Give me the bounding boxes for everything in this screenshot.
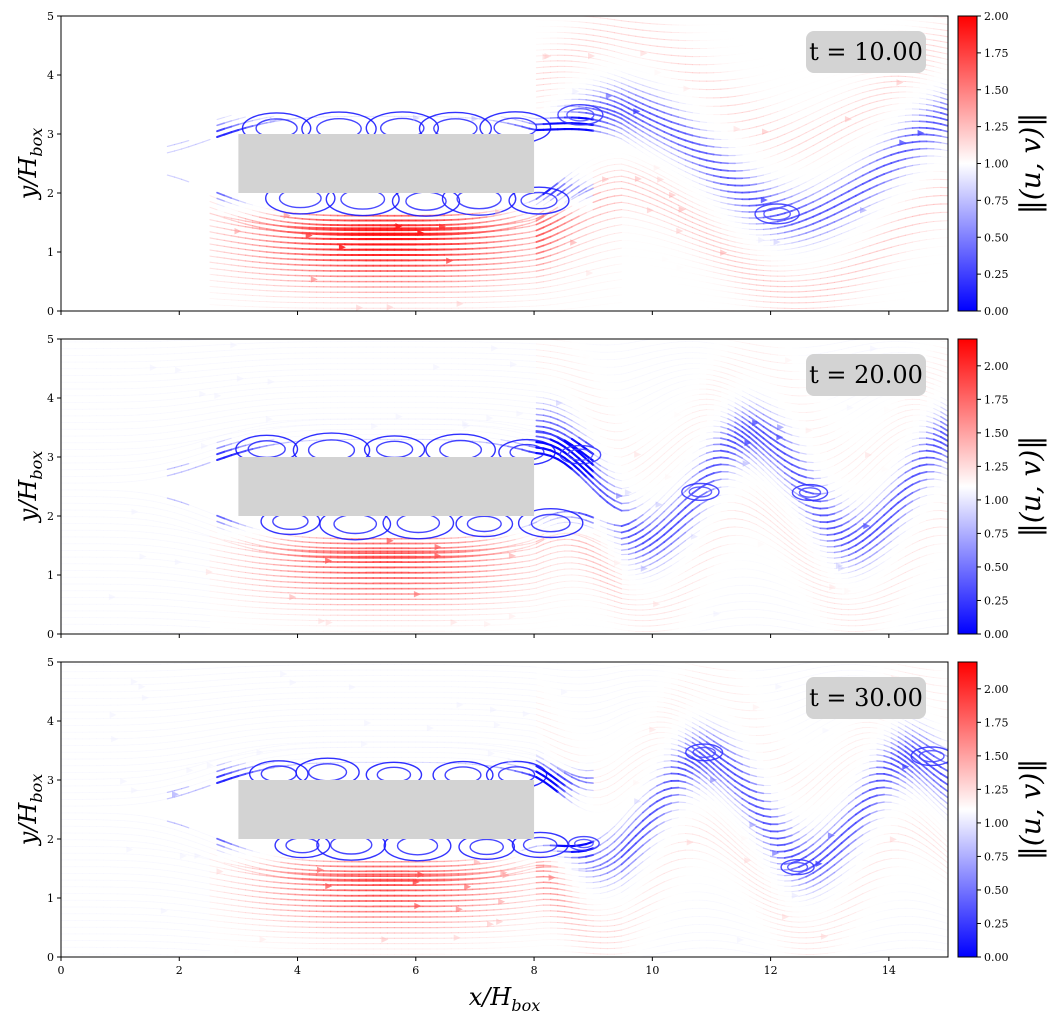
y-axis-label: y/Hbox xyxy=(14,451,46,523)
colorbar-tick-label: 0.50 xyxy=(984,561,1009,574)
x-tick-label: 2 xyxy=(176,964,183,977)
y-tick-label: 5 xyxy=(47,333,54,346)
colorbar-tick-label: 1.75 xyxy=(984,47,1009,60)
x-tick-label: 10 xyxy=(645,964,659,977)
x-tick-label: 14 xyxy=(882,964,896,977)
y-tick-label: 2 xyxy=(47,187,54,200)
colorbar-label: ‖(u, v)‖ xyxy=(1014,436,1047,538)
obstacle-box xyxy=(238,780,535,839)
y-tick-label: 1 xyxy=(47,892,54,905)
axes-frame xyxy=(60,15,949,312)
colorbar-label: ‖(u, v)‖ xyxy=(1014,113,1047,215)
colorbar-tick-label: 1.75 xyxy=(984,393,1009,406)
colorbar-tick-label: 0.25 xyxy=(984,268,1009,281)
colorbar-tick-label: 2.00 xyxy=(984,683,1009,696)
colorbar-tick-label: 0.75 xyxy=(984,527,1009,540)
colorbar-tick-label: 0.00 xyxy=(984,305,1009,318)
flow-arrows xyxy=(109,670,910,955)
y-axis-label: y/Hbox xyxy=(14,774,46,846)
colorbar-tick-label: 1.50 xyxy=(984,84,1009,97)
flow-arrows xyxy=(112,25,925,311)
colorbar: 0.00 0.25 0.50 0.75 1.00 1.25 1.50 1.75 2.00 ‖(u,… xyxy=(957,10,1047,318)
colorbar-gradient xyxy=(957,661,978,958)
obstacle-box xyxy=(238,134,535,193)
y-tick-label: 3 xyxy=(47,774,54,787)
streamlines xyxy=(61,339,948,634)
y-tick-label: 4 xyxy=(47,69,54,82)
axes-frame xyxy=(60,338,949,635)
colorbar-tick-label: 0.50 xyxy=(984,231,1009,244)
colorbar-tick-label: 0.00 xyxy=(984,951,1009,964)
time-label-box xyxy=(806,354,926,396)
time-label: t = 30.00 xyxy=(809,684,923,712)
y-tick-label: 1 xyxy=(47,569,54,582)
y-tick-label: 5 xyxy=(47,656,54,669)
axes-frame xyxy=(60,661,949,958)
x-tick-label: 12 xyxy=(764,964,778,977)
y-tick-label: 0 xyxy=(47,305,54,318)
colorbar: 0.00 0.25 0.50 0.75 1.00 1.25 1.50 1.75 2.00 ‖(u,… xyxy=(957,338,1047,641)
colorbar-tick-label: 1.00 xyxy=(984,158,1009,171)
colorbar-tick-label: 1.50 xyxy=(984,750,1009,763)
y-tick-label: 4 xyxy=(47,392,54,405)
time-label: t = 20.00 xyxy=(809,361,923,389)
colorbar-tick-label: 1.00 xyxy=(984,817,1009,830)
colorbar-tick-label: 2.00 xyxy=(984,360,1009,373)
y-tick-label: 3 xyxy=(47,451,54,464)
colorbar-tick-label: 1.25 xyxy=(984,783,1009,796)
colorbar-tick-label: 1.25 xyxy=(984,121,1009,134)
colorbar-tick-label: 1.25 xyxy=(984,460,1009,473)
colorbar-tick-label: 0.25 xyxy=(984,917,1009,930)
streamlines xyxy=(61,16,948,311)
x-tick-label: 8 xyxy=(531,964,538,977)
colorbar-tick-label: 1.50 xyxy=(984,427,1009,440)
x-tick-label: 6 xyxy=(412,964,419,977)
y-axis-label: y/Hbox xyxy=(14,128,46,200)
y-tick-label: 2 xyxy=(47,510,54,523)
panel-1: 0 1 2 3 4 5 y/Hbox t = 10.00 0.00 0.25 0.50 0.75 1.0… xyxy=(14,10,1047,318)
x-axis-label: x/Hbox xyxy=(469,983,540,1015)
y-tick-label: 1 xyxy=(47,246,54,259)
colorbar-tick-label: 0.75 xyxy=(984,850,1009,863)
y-tick-label: 4 xyxy=(47,715,54,728)
colorbar-tick-label: 0.50 xyxy=(984,884,1009,897)
colorbar-gradient xyxy=(957,15,978,312)
colorbar-tick-label: 0.25 xyxy=(984,594,1009,607)
colorbar-label: ‖(u, v)‖ xyxy=(1014,759,1047,861)
colorbar: 0.00 0.25 0.50 0.75 1.00 1.25 1.50 1.75 2.00 ‖(u,… xyxy=(957,661,1047,964)
y-tick-label: 2 xyxy=(47,833,54,846)
x-tick-label: 4 xyxy=(294,964,301,977)
time-label-box xyxy=(806,31,926,73)
colorbar-gradient xyxy=(957,338,978,635)
obstacle-box xyxy=(238,457,535,516)
panel-2: 0 1 2 3 4 5 y/Hbox t = 20.00 0.00 0.25 0.50 0.75 1.0… xyxy=(14,333,1047,641)
y-tick-label: 0 xyxy=(47,951,54,964)
x-tick-label: 0 xyxy=(58,964,65,977)
colorbar-tick-label: 2.00 xyxy=(984,10,1009,23)
time-label: t = 10.00 xyxy=(809,38,923,66)
colorbar-tick-label: 0.75 xyxy=(984,194,1009,207)
streamlines xyxy=(61,662,948,957)
colorbar-tick-label: 1.75 xyxy=(984,716,1009,729)
y-tick-label: 0 xyxy=(47,628,54,641)
colorbar-tick-label: 1.00 xyxy=(984,494,1009,507)
time-label-box xyxy=(806,677,926,719)
y-tick-label: 5 xyxy=(47,10,54,23)
colorbar-tick-label: 0.00 xyxy=(984,628,1009,641)
y-tick-label: 3 xyxy=(47,128,54,141)
